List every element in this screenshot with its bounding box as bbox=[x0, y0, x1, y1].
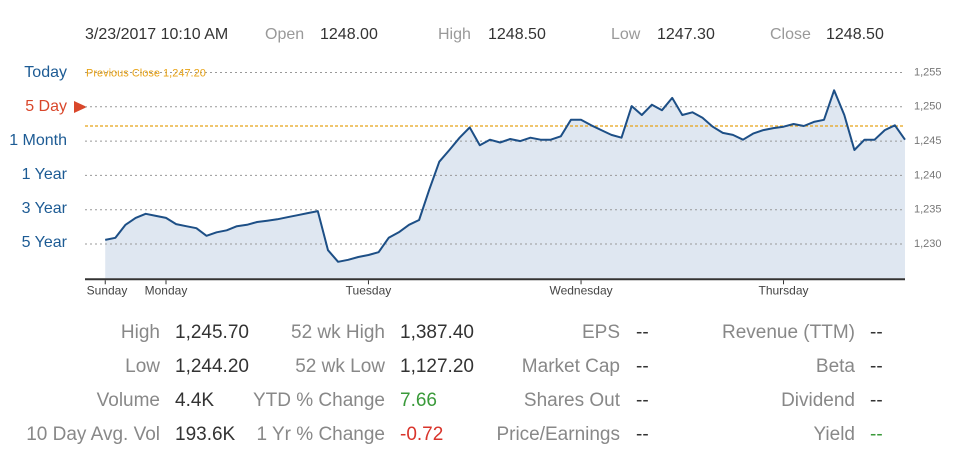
stat-value: -0.72 bbox=[400, 424, 443, 445]
stat-value: 4.4K bbox=[175, 390, 214, 411]
stat-label: 52 wk Low bbox=[295, 356, 385, 377]
stat-value: -- bbox=[636, 356, 649, 377]
header-value: 1248.50 bbox=[826, 26, 884, 43]
stat-value: 1,244.20 bbox=[175, 356, 249, 377]
stat-value: -- bbox=[636, 424, 649, 445]
header-label: High bbox=[438, 26, 471, 43]
y-tick-label: 1,235 bbox=[914, 204, 942, 216]
x-tick-label: Monday bbox=[145, 283, 188, 297]
stat-value: 1,387.40 bbox=[400, 322, 474, 343]
range-button[interactable]: 3 Year bbox=[22, 200, 68, 217]
y-tick-label: 1,250 bbox=[914, 101, 942, 113]
x-tick-label: Sunday bbox=[87, 283, 128, 297]
stat-value: -- bbox=[870, 390, 883, 411]
stat-label: Revenue (TTM) bbox=[722, 322, 855, 343]
stat-value: -- bbox=[636, 322, 649, 343]
stat-label: Price/Earnings bbox=[496, 424, 620, 445]
stat-label: Low bbox=[125, 356, 160, 377]
y-tick-label: 1,245 bbox=[914, 135, 942, 147]
header-label: Low bbox=[611, 26, 641, 43]
range-button[interactable]: Today bbox=[24, 64, 67, 81]
area bbox=[105, 90, 905, 279]
y-tick-label: 1,240 bbox=[914, 169, 942, 181]
range-button[interactable]: 5 Year bbox=[22, 234, 68, 251]
stat-label: EPS bbox=[582, 322, 620, 343]
stat-label: Beta bbox=[816, 356, 856, 377]
active-indicator bbox=[74, 101, 87, 113]
header-label: Open bbox=[265, 26, 304, 43]
range-button[interactable]: 5 Day bbox=[25, 98, 67, 115]
stat-label: 52 wk High bbox=[291, 322, 385, 343]
price-line bbox=[104, 89, 906, 263]
range-button[interactable]: 1 Year bbox=[22, 166, 68, 183]
header-label: Close bbox=[770, 26, 811, 43]
stat-value: 193.6K bbox=[175, 424, 236, 445]
header-value: 1248.50 bbox=[488, 26, 546, 43]
y-tick-label: 1,230 bbox=[914, 238, 942, 250]
stat-value: -- bbox=[636, 390, 649, 411]
x-tick-label: Wednesday bbox=[549, 283, 612, 297]
stat-label: High bbox=[121, 322, 160, 343]
stat-label: Dividend bbox=[781, 390, 855, 411]
header-value: 1248.00 bbox=[320, 26, 378, 43]
x-tick-label: Thursday bbox=[759, 283, 809, 297]
range-button[interactable]: 1 Month bbox=[9, 132, 67, 149]
stat-label: Yield bbox=[813, 424, 855, 445]
stat-value: -- bbox=[870, 424, 883, 445]
y-tick-label: 1,255 bbox=[914, 66, 942, 78]
x-tick-label: Tuesday bbox=[346, 283, 392, 297]
stat-label: Market Cap bbox=[522, 356, 620, 377]
stat-value: -- bbox=[870, 356, 883, 377]
stat-label: Shares Out bbox=[524, 390, 621, 411]
stat-label: 1 Yr % Change bbox=[256, 424, 385, 445]
reference-label: Previous Close 1,247.20 bbox=[86, 67, 206, 79]
header-value: 1247.30 bbox=[657, 26, 715, 43]
stat-label: 10 Day Avg. Vol bbox=[26, 424, 160, 445]
stat-value: 1,245.70 bbox=[175, 322, 249, 343]
stat-value: -- bbox=[870, 322, 883, 343]
stat-label: Volume bbox=[97, 390, 160, 411]
timestamp: 3/23/2017 10:10 AM bbox=[85, 26, 228, 43]
stat-label: YTD % Change bbox=[253, 390, 385, 411]
stat-value: 7.66 bbox=[400, 390, 437, 411]
stat-value: 1,127.20 bbox=[400, 356, 474, 377]
